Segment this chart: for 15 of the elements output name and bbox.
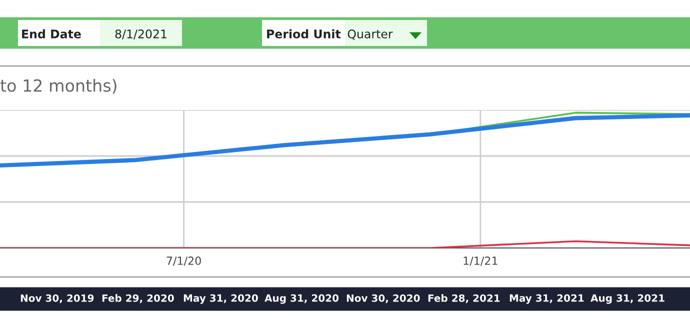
x-tick-label: 7/1/20 [166, 256, 201, 266]
x-tick-label: 1/1/21 [464, 256, 498, 266]
text: Aug 31, 2020 [264, 294, 339, 304]
text: Nov 30, 2019 [20, 294, 94, 304]
text: Period Unit [267, 29, 341, 38]
text: 8/1/2021 [115, 29, 166, 40]
text: Quarter [348, 29, 393, 40]
text: May 31, 2021 [510, 294, 584, 304]
text: May 31, 2020 [184, 294, 258, 304]
text: Feb 29, 2020 [102, 294, 174, 304]
text: Aug 31, 2021 [590, 294, 664, 304]
text: Nov 30, 2020 [346, 294, 420, 304]
chart-title: to 12 months) [0, 78, 116, 94]
text: End Date [22, 29, 81, 38]
text: Feb 28, 2021 [428, 294, 500, 304]
